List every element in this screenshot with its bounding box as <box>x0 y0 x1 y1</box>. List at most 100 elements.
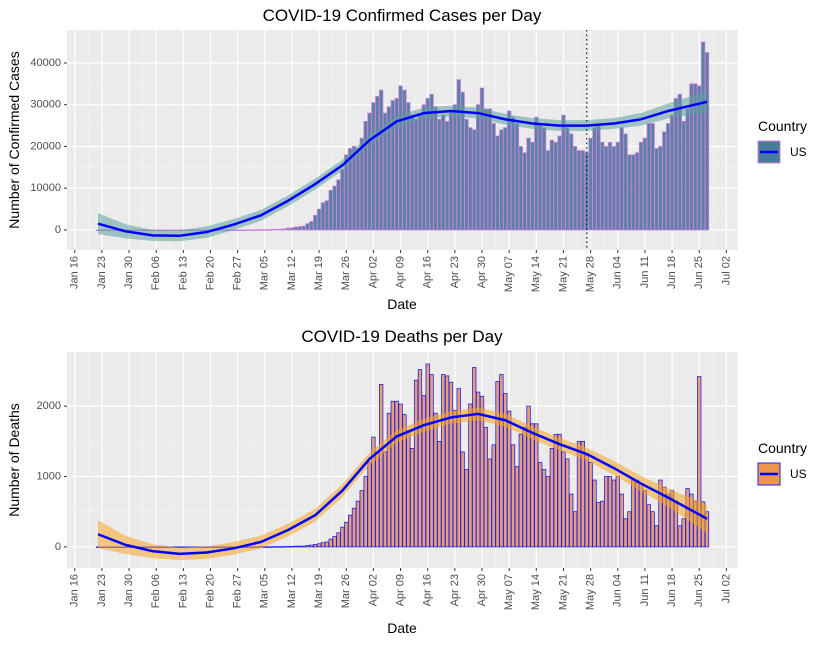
bar <box>266 546 271 548</box>
x-tick-label: Jan 30 <box>123 256 135 289</box>
bar <box>278 546 283 548</box>
bar <box>619 127 624 231</box>
x-tick-label: Jul 02 <box>720 574 732 603</box>
bar <box>549 447 554 548</box>
chart-title: COVID-19 Confirmed Cases per Day <box>263 6 542 25</box>
bar <box>526 137 531 231</box>
bar <box>603 476 609 548</box>
confidence-band <box>98 407 707 561</box>
x-tick-label: Mar 05 <box>259 574 271 608</box>
bar <box>301 225 306 231</box>
bar <box>553 433 558 548</box>
bar <box>328 189 333 231</box>
bar <box>285 227 291 231</box>
bar <box>518 433 523 548</box>
bar <box>592 127 597 231</box>
bar <box>472 129 477 231</box>
bar <box>258 229 264 231</box>
chart-title: COVID-19 Deaths per Day <box>301 327 503 346</box>
bar <box>406 430 411 548</box>
bar <box>538 123 543 231</box>
bar <box>561 114 566 231</box>
bar <box>235 229 240 231</box>
bar <box>685 108 690 231</box>
bar <box>394 400 399 548</box>
bar <box>293 545 298 548</box>
bar <box>553 141 558 231</box>
bar <box>464 469 469 548</box>
bar <box>247 229 252 231</box>
bar <box>324 200 330 231</box>
confidence-band <box>98 91 707 242</box>
bar <box>522 152 527 231</box>
x-tick-label: Jan 30 <box>123 574 135 607</box>
bar <box>417 114 423 231</box>
bar <box>274 228 279 231</box>
bar <box>301 545 306 548</box>
bar <box>468 403 473 548</box>
y-axis-label: Number of Deaths <box>6 403 22 517</box>
legend-label: US <box>790 145 807 159</box>
bar <box>324 541 330 548</box>
bar <box>584 152 589 231</box>
x-tick-label: Apr 23 <box>449 574 461 606</box>
bar <box>328 538 333 548</box>
x-tick-label: Feb 06 <box>150 574 162 608</box>
bar <box>444 375 450 548</box>
bar <box>600 500 605 548</box>
bar <box>635 479 640 548</box>
x-tick-label: Jun 25 <box>693 574 705 607</box>
bar <box>611 479 617 548</box>
bar <box>623 518 628 548</box>
bar <box>565 458 570 548</box>
bar <box>332 535 337 548</box>
bar <box>592 479 597 548</box>
x-tick-label: May 07 <box>503 256 515 292</box>
bar <box>658 146 663 231</box>
bar <box>340 526 345 548</box>
bar <box>421 395 426 548</box>
bar <box>495 135 500 231</box>
y-tick-label: 1000 <box>37 470 61 482</box>
bar <box>700 41 706 231</box>
bar <box>379 383 384 548</box>
bar <box>557 433 562 548</box>
bar <box>522 426 527 548</box>
bar <box>270 229 275 231</box>
bar <box>572 146 578 231</box>
x-tick-label: Feb 13 <box>177 574 189 608</box>
x-tick-label: Apr 30 <box>476 574 488 606</box>
bar <box>631 479 636 548</box>
bar <box>569 493 574 548</box>
bar <box>320 542 326 548</box>
bar <box>603 146 609 231</box>
x-tick-label: Jun 11 <box>639 256 651 288</box>
bar <box>619 493 624 548</box>
bar <box>359 490 364 548</box>
bar <box>367 112 372 231</box>
bar <box>336 179 341 231</box>
bar <box>289 546 295 548</box>
x-tick-label: May 14 <box>530 256 542 292</box>
x-tick-label: Feb 20 <box>204 574 216 608</box>
bar <box>596 502 601 548</box>
bar <box>472 367 477 548</box>
bar <box>538 462 543 548</box>
bar <box>475 104 481 231</box>
bar <box>681 121 686 231</box>
bar <box>448 381 454 548</box>
bar <box>285 546 291 548</box>
bar <box>266 229 271 231</box>
bar <box>375 95 380 231</box>
bar <box>340 169 345 231</box>
bar <box>375 451 380 548</box>
bar <box>588 137 593 231</box>
y-tick-label: 40000 <box>30 57 61 69</box>
bar <box>635 152 640 231</box>
bar <box>646 504 651 548</box>
bar <box>673 98 679 231</box>
bar <box>344 521 349 548</box>
bar <box>448 110 454 231</box>
bar <box>631 154 636 231</box>
